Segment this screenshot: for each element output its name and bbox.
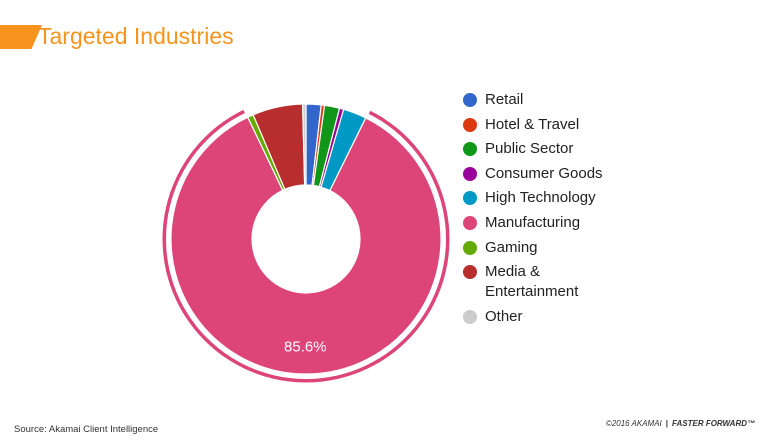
- legend-label: Consumer Goods: [485, 164, 603, 182]
- page-title: Targeted Industries: [38, 23, 234, 49]
- slice-other[interactable]: [301, 103, 307, 186]
- data-label-manufacturing: 85.6%: [284, 338, 327, 355]
- legend-swatch: [463, 309, 477, 324]
- legend-item-gaming[interactable]: Gaming: [463, 238, 615, 258]
- footer-separator: |: [665, 419, 669, 428]
- legend-label: High Technology: [485, 189, 596, 207]
- slice-manufacturing[interactable]: [170, 116, 442, 375]
- legend-label: Media & Entertainment: [485, 263, 579, 301]
- footer-brand: FASTER FORWARD™: [672, 419, 755, 428]
- legend-swatch: [463, 240, 477, 255]
- legend-item-other[interactable]: Other: [463, 307, 615, 327]
- legend-swatch: [463, 191, 477, 206]
- legend-label: Gaming: [485, 238, 538, 256]
- legend-item-hotel-and-travel[interactable]: Hotel & Travel: [463, 115, 615, 135]
- legend-swatch: [463, 117, 477, 132]
- legend-item-media-and-entertainment[interactable]: Media & Entertainment: [463, 262, 615, 302]
- legend-swatch: [463, 265, 477, 280]
- legend-swatch: [463, 166, 477, 181]
- legend-swatch: [463, 93, 477, 107]
- legend-item-high-technology[interactable]: High Technology: [463, 188, 615, 208]
- footer: ©2016 AKAMAI | FASTER FORWARD™: [606, 419, 755, 428]
- legend-label: Retail: [485, 91, 524, 108]
- source-note: Source: Akamai Client Intelligence: [14, 424, 159, 435]
- legend-label: Hotel & Travel: [485, 115, 580, 133]
- legend-item-public-sector[interactable]: Public Sector: [463, 139, 615, 159]
- legend-item-consumer-goods[interactable]: Consumer Goods: [463, 164, 615, 184]
- legend-item-retail[interactable]: Retail: [463, 90, 615, 110]
- chart-legend: Retail Hotel & Travel Public Sector Consume…: [463, 90, 615, 331]
- legend-swatch: [463, 215, 477, 230]
- legend-item-manufacturing[interactable]: Manufacturing: [463, 213, 615, 233]
- legend-label: Other: [485, 307, 523, 325]
- legend-label: Public Sector: [485, 140, 574, 158]
- legend-label: Manufacturing: [485, 213, 581, 231]
- legend-swatch: [463, 142, 477, 157]
- footer-copyright: ©2016 AKAMAI: [605, 419, 662, 428]
